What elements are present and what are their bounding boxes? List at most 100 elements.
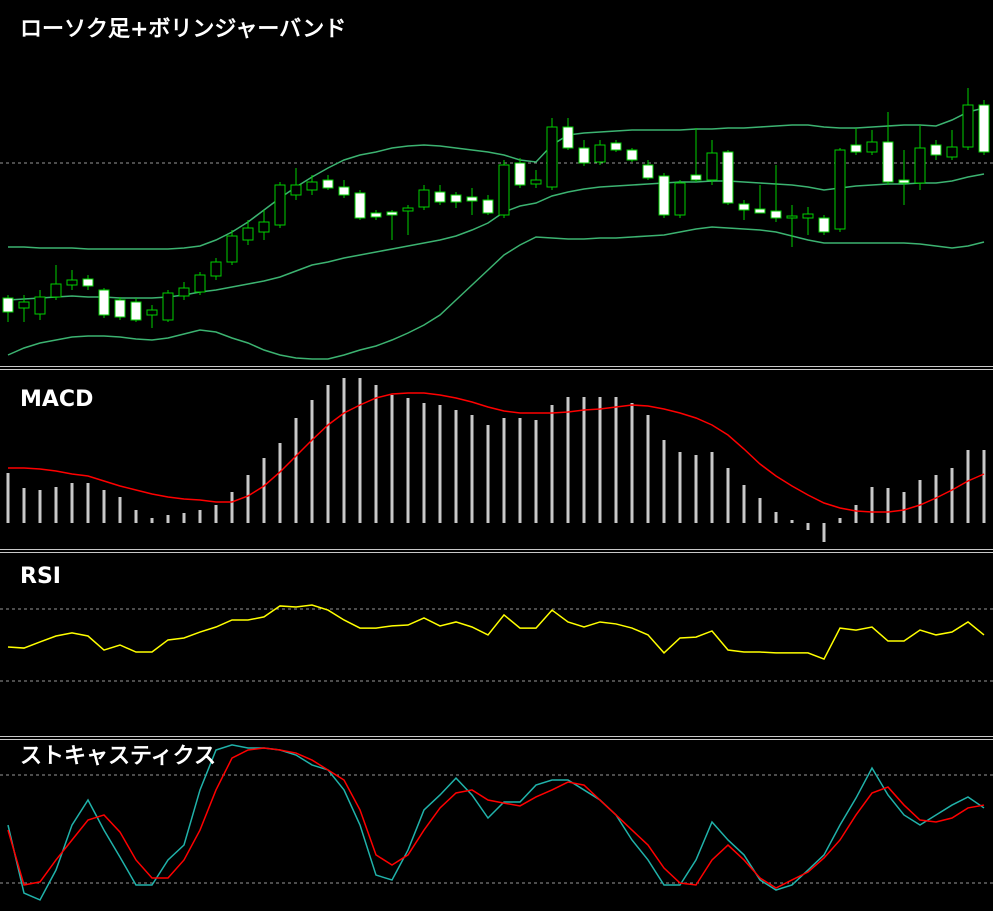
histogram-bar [230,492,234,523]
histogram-bar [438,405,442,523]
candle-body [370,212,382,218]
histogram-bar [422,403,426,523]
candle-body [706,152,718,181]
candle-body [178,287,190,297]
candle-body [802,213,814,219]
histogram-bar [262,458,266,523]
indicator-line [8,107,985,250]
histogram-bar [182,513,186,523]
candle-body [530,179,542,185]
histogram-bar [342,378,346,523]
candle-body [818,217,830,233]
histogram-bar [502,418,506,523]
candle-body [258,221,270,233]
histogram-bar [198,510,202,523]
histogram-bar [726,468,730,523]
candle-body [162,292,174,321]
histogram-bar [630,403,634,523]
candle-body [274,184,286,226]
candle-body [834,149,846,230]
panel-title: ストキャスティクス [20,744,216,769]
histogram-bar [886,488,890,523]
indicator-line [8,392,985,513]
candle-body [482,199,494,214]
histogram-bar [518,418,522,523]
histogram-bar [582,397,586,523]
histogram-bar [790,520,794,523]
histogram-bar [598,397,602,523]
histogram-bar [38,490,42,523]
histogram-bar [214,505,218,523]
candle-body [386,211,398,216]
candle-body [690,174,702,181]
candle-body [674,182,686,216]
candle-body [722,151,734,204]
histogram-bar [614,397,618,523]
histogram-bar [678,452,682,523]
histogram-bar [854,505,858,523]
candle-body [898,179,910,184]
histogram-bar [870,487,874,523]
histogram-bar [310,400,314,523]
histogram-bar [134,510,138,523]
candle-body [146,309,158,316]
candle-body [114,299,126,318]
histogram-bar [838,518,842,523]
candle-body [2,297,14,313]
candle-body [738,203,750,211]
histogram-bar [246,475,250,523]
histogram-bar [550,405,554,523]
candle-body [34,296,46,315]
histogram-bar [86,483,90,523]
histogram-bar [6,473,10,523]
histogram-bar [150,518,154,523]
candle-body [754,208,766,214]
histogram-bar [742,485,746,523]
candle-body [514,162,526,186]
histogram-bar [470,415,474,523]
indicator-line [7,604,985,660]
candle-body [130,301,142,321]
candle-body [402,207,414,212]
histogram-bar [662,440,666,523]
candle-body [338,186,350,196]
panel-title: RSI [20,564,61,589]
candle-body [290,184,302,196]
candle-body [354,192,366,219]
candle-body [50,283,62,298]
candle-body [930,144,942,156]
indicator-line [7,747,985,889]
histogram-bar [406,398,410,523]
candle-body [626,149,638,161]
indicator-line [7,226,985,360]
histogram-bar [54,487,58,523]
panel-title: ローソク足+ボリンジャーバンド [20,17,346,42]
histogram-bar [534,420,538,523]
histogram-bar [758,498,762,523]
histogram-bar [22,488,26,523]
candle-body [866,141,878,153]
candle-body [786,215,798,219]
panel-title: MACD [20,387,93,412]
candle-body [578,147,590,164]
histogram-bar [566,397,570,523]
histogram-bar [454,410,458,523]
histogram-bar [918,480,922,523]
candle-body [306,181,318,191]
histogram-bar [966,450,970,523]
candle-body [770,210,782,219]
candle-body [82,278,94,287]
candle-body [498,164,510,216]
histogram-bar [390,395,394,523]
candle-body [226,235,238,263]
histogram-bar [774,512,778,523]
histogram-bar [934,475,938,523]
histogram-bar [326,385,330,523]
histogram-bar [118,497,122,523]
candle-body [210,261,222,277]
histogram-bar [806,523,810,530]
candle-body [562,126,574,149]
histogram-bar [294,418,298,523]
